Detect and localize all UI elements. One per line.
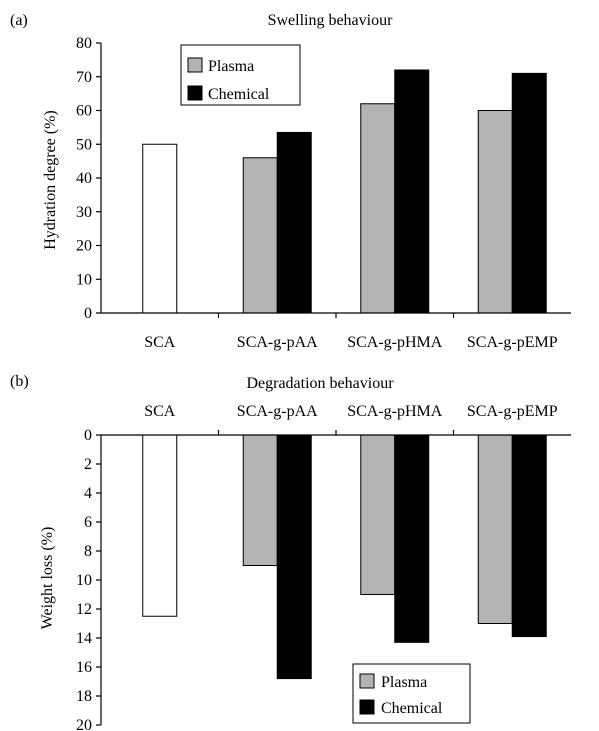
legend-label-plasma: Plasma: [208, 58, 254, 75]
category-labels: SCA SCA-g-pAA SCA-g-pHMA SCA-g-pEMP: [144, 334, 558, 351]
y-axis-label: Hydration degree (%): [42, 110, 59, 250]
bar-plasma-sca-g-pemp: [477, 434, 513, 624]
legend: Plasma Chemical: [180, 44, 301, 106]
y-tick-label: 60: [76, 103, 92, 120]
bar-chemical-sca-g-pemp: [511, 434, 547, 638]
legend-swatch-plasma: [359, 673, 375, 689]
legend-swatch-plasma: [187, 57, 203, 73]
legend-label-plasma: Plasma: [381, 674, 427, 691]
swelling-chart: (a) Swelling behaviour Hydration degree …: [10, 12, 571, 351]
legend-label-chemical: Chemical: [381, 700, 443, 717]
y-tick-label: 16: [76, 659, 92, 676]
chart-title: Swelling behaviour: [268, 12, 394, 29]
bar-chemical-sca-g-phma: [394, 69, 430, 314]
y-tick-label: 10: [76, 572, 92, 589]
y-tick-label: 12: [76, 601, 92, 618]
bar-plasma-sca-g-paa: [242, 434, 278, 566]
y-tick-label: 0: [84, 427, 92, 444]
y-tick-label: 0: [84, 305, 92, 322]
y-tick-label: 70: [76, 69, 92, 86]
y-tick-label: 10: [76, 271, 92, 288]
bar-chemical-sca-g-paa: [276, 434, 312, 680]
bar-chemical-sca-g-paa: [276, 131, 312, 314]
category-label-sca-g-pemp: SCA-g-pEMP: [467, 334, 558, 351]
bar-plasma-sca-g-phma: [360, 434, 396, 595]
y-ticks: 0 2 4 6 8 10 12 14 16 18 20: [76, 427, 101, 731]
degradation-chart: (b) Degradation behaviour Weight loss (%…: [10, 373, 571, 731]
y-tick-label: 20: [76, 238, 92, 255]
panel-label: (b): [10, 373, 29, 390]
panel-label: (a): [10, 12, 28, 29]
y-tick-label: 30: [76, 204, 92, 221]
legend-swatch-chemical: [359, 699, 375, 715]
category-label-sca: SCA: [144, 403, 176, 420]
category-label-sca-g-phma: SCA-g-pHMA: [347, 403, 443, 420]
x-ticks: [217, 430, 455, 435]
category-label-sca-g-paa: SCA-g-pAA: [237, 403, 318, 420]
category-label-sca-g-phma: SCA-g-pHMA: [347, 334, 443, 351]
y-ticks: 0 10 20 30 40 50 60 70 80: [76, 35, 101, 322]
bar-sca: [142, 434, 178, 617]
category-label-sca: SCA: [144, 334, 176, 351]
y-tick-label: 8: [84, 543, 92, 560]
legend-swatch-chemical: [187, 85, 203, 101]
y-tick-label: 2: [84, 456, 92, 473]
bar-chemical-sca-g-phma: [394, 434, 430, 643]
y-tick-label: 6: [84, 514, 92, 531]
chart-title: Degradation behaviour: [246, 375, 394, 392]
bar-plasma-sca-g-phma: [360, 103, 396, 314]
category-label-sca-g-pemp: SCA-g-pEMP: [467, 403, 558, 420]
bar-plasma-sca-g-pemp: [477, 110, 513, 314]
y-tick-label: 14: [76, 630, 92, 647]
legend-label-chemical: Chemical: [208, 86, 270, 103]
bar-sca: [142, 143, 178, 314]
y-tick-label: 20: [76, 717, 92, 731]
category-labels: SCA SCA-g-pAA SCA-g-pHMA SCA-g-pEMP: [144, 403, 558, 420]
y-tick-label: 50: [76, 136, 92, 153]
x-ticks: [217, 313, 455, 318]
bar-chemical-sca-g-pemp: [511, 72, 547, 314]
y-tick-label: 4: [84, 485, 92, 502]
y-tick-label: 80: [76, 35, 92, 52]
y-tick-label: 18: [76, 688, 92, 705]
y-axis-label: Weight loss (%): [39, 527, 56, 630]
bars: [142, 434, 547, 680]
legend: Plasma Chemical: [352, 663, 471, 724]
bars: [142, 69, 547, 314]
category-label-sca-g-paa: SCA-g-pAA: [237, 334, 318, 351]
y-tick-label: 40: [76, 170, 92, 187]
bar-plasma-sca-g-paa: [242, 157, 278, 314]
